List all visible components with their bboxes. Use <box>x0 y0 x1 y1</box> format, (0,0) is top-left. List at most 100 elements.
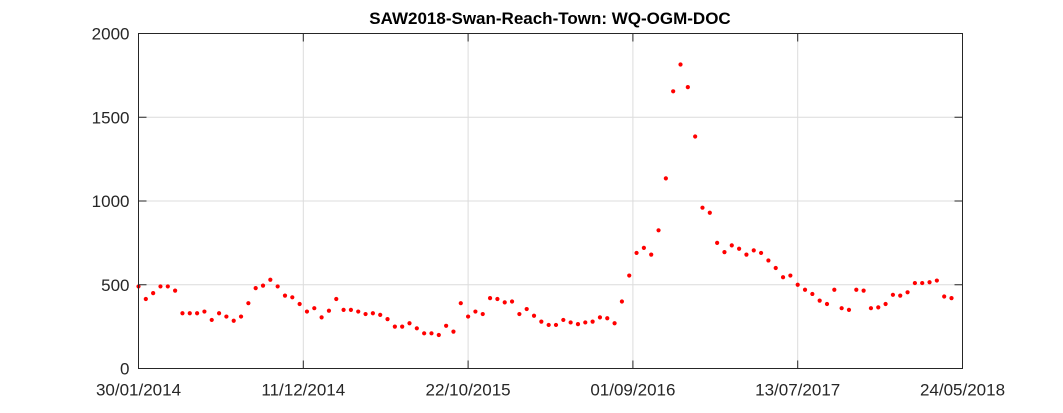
data-point <box>444 323 449 328</box>
data-point <box>649 252 654 257</box>
chart-title: SAW2018-Swan-Reach-Town: WQ-OGM-DOC <box>369 9 730 28</box>
data-point <box>788 273 793 278</box>
data-point <box>224 314 229 319</box>
data-point <box>817 298 822 303</box>
data-point <box>905 290 910 295</box>
data-point <box>876 305 881 310</box>
data-point <box>802 287 808 292</box>
data-point <box>846 307 852 312</box>
data-point <box>231 318 236 323</box>
data-point <box>400 324 405 329</box>
data-point <box>773 265 778 271</box>
data-point <box>912 280 917 286</box>
data-point <box>949 296 954 301</box>
data-point <box>414 326 419 331</box>
data-point <box>282 293 288 298</box>
data-point <box>663 176 668 181</box>
data-point <box>341 307 346 312</box>
data-point <box>898 293 903 298</box>
y-tick-label: 2000 <box>92 25 130 44</box>
data-point <box>260 283 266 288</box>
data-point <box>429 331 434 336</box>
data-point <box>451 329 456 334</box>
data-point <box>436 332 441 338</box>
data-point <box>612 321 617 326</box>
y-tick-label: 0 <box>120 360 129 379</box>
data-point <box>605 316 610 321</box>
data-point <box>700 205 705 210</box>
data-point <box>671 89 676 94</box>
data-point <box>927 280 932 285</box>
data-point <box>202 309 207 314</box>
data-point <box>422 331 427 336</box>
data-point <box>216 311 222 316</box>
data-point <box>868 306 874 311</box>
data-point <box>942 294 947 299</box>
data-point <box>473 309 478 314</box>
data-point <box>744 252 749 257</box>
data-point <box>370 311 375 316</box>
data-point <box>824 301 830 307</box>
data-point <box>480 311 485 317</box>
data-point <box>238 314 244 319</box>
axis-ticks: 30/01/2014 11/12/2014 22/10/2015 01/09/2016… <box>92 25 1005 400</box>
data-point <box>546 322 551 328</box>
data-point <box>722 249 727 255</box>
data-point <box>561 317 566 323</box>
data-point <box>290 295 295 300</box>
data-point <box>509 299 515 304</box>
grid <box>138 33 963 369</box>
data-point <box>517 311 522 317</box>
data-point <box>656 228 661 233</box>
data-point <box>531 313 537 318</box>
data-point <box>766 258 771 263</box>
x-tick-label: 01/09/2016 <box>590 381 675 400</box>
data-point <box>627 273 632 278</box>
data-point <box>693 134 698 139</box>
data-point <box>180 311 185 316</box>
data-point <box>780 275 786 280</box>
data-point <box>275 284 280 289</box>
data-point <box>268 277 273 282</box>
data-point <box>487 296 493 301</box>
data-point <box>466 314 471 319</box>
data-point <box>297 301 302 307</box>
data-point <box>246 301 251 306</box>
y-tick-label: 1500 <box>92 108 130 127</box>
data-point <box>832 287 837 292</box>
data-point <box>524 306 529 312</box>
data-point <box>173 288 178 293</box>
y-tick-label: 500 <box>101 276 129 295</box>
data-point <box>195 311 200 316</box>
data-point <box>553 322 559 328</box>
data-point <box>685 85 690 90</box>
data-point <box>795 282 800 287</box>
data-point <box>737 246 742 251</box>
data-point <box>839 306 844 311</box>
data-point <box>165 284 170 289</box>
data-point <box>253 286 258 291</box>
data-point <box>619 299 625 304</box>
data-point <box>575 322 581 327</box>
x-tick-label: 13/07/2017 <box>755 381 840 400</box>
data-point <box>458 301 463 306</box>
data-point <box>707 210 712 215</box>
data-point <box>392 324 397 329</box>
data-point <box>810 291 815 297</box>
data-point <box>187 311 192 316</box>
data-point <box>890 292 896 297</box>
data-point <box>854 287 859 292</box>
data-point <box>334 296 339 302</box>
data-point <box>356 309 361 314</box>
data-point <box>348 307 354 312</box>
data-point <box>861 288 866 293</box>
y-tick-label: 1000 <box>92 192 130 211</box>
data-point <box>920 280 925 286</box>
data-point <box>883 301 888 307</box>
data-point <box>751 248 756 253</box>
x-tick-label: 22/10/2015 <box>426 381 511 400</box>
data-point <box>319 315 324 320</box>
data-point <box>151 291 156 296</box>
x-tick-label: 11/12/2014 <box>261 381 345 400</box>
data-point <box>502 300 507 305</box>
